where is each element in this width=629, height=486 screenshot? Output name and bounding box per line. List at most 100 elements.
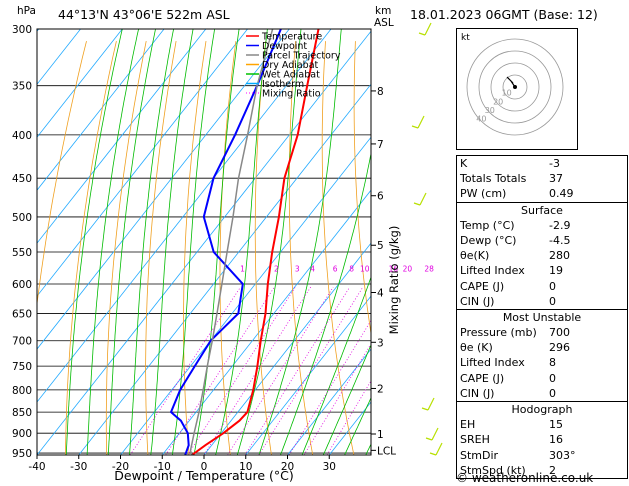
x-axis-label: Dewpoint / Temperature (°C) <box>114 468 293 483</box>
height-unit-asl: ASL <box>374 17 394 29</box>
mixing-ratio-label: 3 <box>295 265 300 274</box>
stats-value: 37 <box>549 172 563 186</box>
stats-value: 0.49 <box>549 187 574 201</box>
mixing-ratio-line <box>187 286 296 455</box>
mixing-ratio-line <box>165 286 275 455</box>
most-unstable-value: 8 <box>549 356 556 370</box>
hodograph-ring <box>466 38 564 136</box>
wet-adiabat-line <box>65 29 123 455</box>
x-tick-label: 10 <box>239 461 252 473</box>
surface-key: Temp (°C) <box>460 218 515 232</box>
mixing-ratio-label: 10 <box>360 265 370 274</box>
legend-label: Parcel Trajectory <box>262 51 341 62</box>
hodograph-row: StmSpd (kt) 2 <box>457 463 627 478</box>
surface-row: Dewp (°C) -4.5 <box>457 233 627 248</box>
hodograph-value: 16 <box>549 433 563 447</box>
wind-barb-flag <box>421 407 429 411</box>
most-unstable-value: 0 <box>549 371 556 385</box>
stats-panel: K -3 Totals Totals 37 PW (cm) 0.49 Surface Te… <box>456 155 628 479</box>
hodograph-unit: kt <box>461 33 470 43</box>
mixing-ratio-label: 1 <box>240 265 245 274</box>
isotherm-line <box>37 29 207 244</box>
pressure-tick-label: 400 <box>12 130 32 142</box>
mixing-ratio-label: 20 <box>403 265 413 274</box>
most-unstable-row: CIN (J) 0 <box>457 386 627 401</box>
mixing-ratio-line <box>303 343 371 455</box>
wind-barb <box>424 22 432 36</box>
mixing-ratio-line <box>244 286 351 455</box>
height-tick-label: 5 <box>377 240 384 252</box>
temperature-line <box>191 29 320 455</box>
most-unstable-value: 296 <box>549 341 570 355</box>
x-tick-label: -40 <box>28 461 45 473</box>
surface-key: CIN (J) <box>460 294 495 308</box>
most-unstable-row: Lifted Index 8 <box>457 355 627 370</box>
hodograph-title: Hodograph <box>457 401 627 417</box>
wind-barb <box>417 115 425 129</box>
surface-key: θe(K) <box>460 249 490 263</box>
wet-adiabat-line <box>129 29 174 455</box>
hodograph-key: StmDir <box>460 448 499 462</box>
wind-barb <box>419 192 427 206</box>
pressure-tick-label: 700 <box>12 336 32 348</box>
hodograph-ring-label: 30 <box>485 106 495 115</box>
surface-title: Surface <box>457 201 627 218</box>
most-unstable-title: Most Unstable <box>457 308 627 325</box>
surface-row: Lifted Index 19 <box>457 263 627 278</box>
pressure-tick-label: 800 <box>12 385 32 397</box>
wet-adiabat-line <box>193 29 240 455</box>
hodograph-value: 15 <box>549 418 563 432</box>
hodograph-ring <box>478 50 552 124</box>
surface-value: 19 <box>549 264 563 278</box>
pressure-tick-label: 550 <box>12 247 32 259</box>
surface-row: Temp (°C) -2.9 <box>457 218 627 233</box>
most-unstable-key: Lifted Index <box>460 356 525 370</box>
legend-label: Dry Adiabat <box>262 60 319 71</box>
location-title: 44°13'N 43°06'E 522m ASL <box>58 7 230 22</box>
mixing-ratio-line <box>258 286 364 455</box>
surface-key: Lifted Index <box>460 264 525 278</box>
surface-row: θe(K) 280 <box>457 248 627 263</box>
x-tick-label: 30 <box>323 461 336 473</box>
surface-value: 0 <box>549 279 556 293</box>
most-unstable-row: Pressure (mb) 700 <box>457 325 627 340</box>
surface-value: 0 <box>549 294 556 308</box>
pressure-tick-label: 900 <box>12 428 32 440</box>
mixing-ratio-label: 8 <box>349 265 354 274</box>
dewpoint-line <box>169 29 282 455</box>
hodograph-key: StmSpd (kt) <box>460 463 526 477</box>
pressure-tick-label: 300 <box>12 24 32 36</box>
most-unstable-key: CAPE (J) <box>460 371 505 385</box>
height-tick-label: 1 <box>377 429 384 441</box>
legend-label: Mixing Ratio <box>262 89 321 100</box>
isotherm-line <box>161 189 371 455</box>
surface-key: CAPE (J) <box>460 279 505 293</box>
stats-key: K <box>460 157 468 170</box>
hodograph-row: StmDir 303° <box>457 448 627 463</box>
dry-adiabat-line <box>288 41 314 455</box>
hodograph-ring <box>502 74 528 100</box>
mixing-ratio-label: 28 <box>424 265 434 274</box>
wind-barb-flag <box>429 452 437 456</box>
wind-barb <box>427 397 435 411</box>
hodograph-key: SREH <box>460 433 490 447</box>
copyright-footer: © weatheronline.co.uk <box>456 471 594 485</box>
wet-adiabat-line <box>86 29 139 455</box>
wet-adiabat-line <box>301 276 371 455</box>
wet-adiabat-line <box>280 151 371 455</box>
wet-adiabat-line <box>150 29 194 455</box>
hodograph-row: SREH 16 <box>457 432 627 447</box>
most-unstable-row: CAPE (J) 0 <box>457 371 627 386</box>
hodograph-key: EH <box>460 418 476 432</box>
most-unstable-value: 700 <box>549 326 570 340</box>
dry-adiabat-line <box>65 41 117 455</box>
mixing-ratio-label: 6 <box>333 265 338 274</box>
wet-adiabat-line <box>171 29 215 455</box>
pressure-tick-label: 450 <box>12 173 32 185</box>
height-tick-label: 8 <box>377 86 384 98</box>
stats-row: PW (cm) 0.49 <box>457 186 627 201</box>
x-tick-label: -30 <box>70 461 87 473</box>
height-unit: km <box>375 5 392 17</box>
dry-adiabat-line <box>183 41 207 455</box>
mixing-ratio-line <box>129 286 241 455</box>
